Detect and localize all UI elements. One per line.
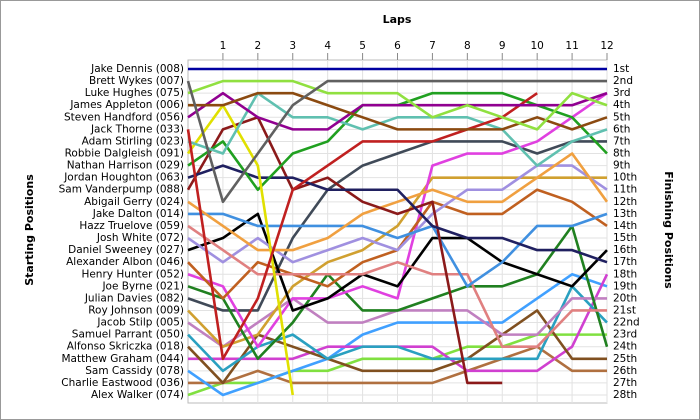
driver-line	[187, 91, 608, 131]
x-tick-label: 10	[530, 40, 543, 52]
y2-tick-label: 25th	[613, 353, 637, 365]
starting-label: Matthew Graham (044)	[61, 353, 184, 365]
y2-tick-label: 5th	[613, 111, 630, 123]
y2-tick-label: 16th	[613, 244, 637, 256]
y2-tick-label: 8th	[613, 148, 630, 160]
y2-tick-label: 1st	[613, 63, 629, 75]
driver-line	[186, 79, 607, 204]
x-tick-label: 8	[464, 40, 471, 52]
driver-line	[188, 91, 608, 131]
y2-tick-label: 27th	[613, 377, 637, 389]
x-tick-label: 1	[220, 40, 227, 52]
driver-line	[187, 164, 608, 264]
starting-label: Jack Thorne (033)	[90, 123, 184, 135]
driver-line	[187, 152, 609, 252]
y2-tick-label: 17th	[613, 256, 637, 268]
y2-tick-label: 26th	[613, 365, 637, 377]
starting-label: Sam Vanderpump (088)	[59, 184, 184, 196]
starting-label: James Appleton (006)	[69, 99, 184, 111]
y2-tick-label: 3rd	[613, 87, 630, 99]
starting-label: Charlie Eastwood (036)	[61, 377, 184, 389]
x-tick-label: 7	[429, 40, 436, 52]
starting-label: Alex Walker (074)	[91, 389, 184, 401]
driver-line	[187, 140, 607, 312]
starting-label: Jake Dalton (014)	[92, 208, 184, 220]
x-tick-label: 9	[499, 40, 506, 52]
x-tick-label: 3	[289, 40, 296, 52]
starting-label: Robbie Dalgleish (091)	[65, 148, 184, 160]
starting-label: Daniel Sweeney (027)	[68, 244, 184, 256]
driver-line	[187, 79, 608, 131]
starting-label: Hazz Truelove (059)	[79, 220, 184, 232]
driver-line	[187, 224, 607, 349]
starting-label: Jordan Houghton (063)	[63, 172, 184, 184]
starting-label: Samuel Parrant (050)	[72, 329, 184, 341]
y2-tick-label: 12th	[613, 196, 637, 208]
starting-label: Steven Handford (056)	[64, 111, 184, 123]
starting-label: Alexander Albon (046)	[66, 256, 184, 268]
driver-line	[186, 92, 538, 361]
y2-tick-label: 4th	[613, 99, 630, 111]
starting-label: Joe Byrne (021)	[101, 280, 184, 292]
starting-label: Jacob Stilp (005)	[96, 317, 184, 329]
y2-tick-label: 13th	[613, 208, 637, 220]
y2-tick-label: 23rd	[613, 329, 637, 341]
y2-tick-label: 6th	[613, 123, 630, 135]
starting-label: Jake Dennis (008)	[90, 63, 184, 75]
starting-label: Adam Stirling (023)	[82, 135, 184, 147]
y2-tick-label: 15th	[613, 232, 637, 244]
starting-label: Henry Hunter (052)	[81, 268, 184, 280]
driver-line	[188, 212, 608, 288]
x-tick-label: 5	[359, 40, 366, 52]
y2-tick-label: 18th	[613, 268, 637, 280]
x-tick-label: 12	[600, 40, 613, 52]
y2-tick-label: 22nd	[613, 317, 640, 329]
starting-label: Abigail Gerry (024)	[84, 196, 184, 208]
starting-label: Sam Cassidy (078)	[85, 365, 184, 377]
driver-line	[187, 272, 608, 397]
starting-label: Roy Johnson (009)	[88, 304, 184, 316]
x-tick-label: 4	[324, 40, 331, 52]
y2-axis-title: Finishing Positions	[662, 171, 675, 289]
starting-label: Julian Davies (082)	[84, 292, 184, 304]
starting-label: Alfonso Skriczka (018)	[67, 341, 184, 353]
x-tick-label: 2	[254, 40, 261, 52]
y2-tick-label: 14th	[613, 220, 637, 232]
y2-tick-label: 11th	[613, 184, 637, 196]
y2-tick-label: 10th	[613, 172, 637, 184]
chart-title: Laps	[383, 13, 412, 26]
y2-tick-label: 21st	[613, 304, 636, 316]
y-axis-title: Starting Positions	[23, 174, 36, 286]
y2-tick-label: 20th	[613, 292, 637, 304]
driver-line	[187, 92, 608, 349]
driver-line	[187, 212, 608, 312]
y2-tick-label: 2nd	[613, 75, 633, 87]
y2-tick-label: 19th	[613, 280, 637, 292]
y2-tick-label: 9th	[613, 160, 630, 172]
y2-tick-label: 24th	[613, 341, 637, 353]
starting-label: Luke Hughes (075)	[85, 87, 184, 99]
x-tick-label: 6	[394, 40, 401, 52]
y2-tick-label: 7th	[613, 135, 630, 147]
starting-label: Nathan Harrison (029)	[67, 160, 184, 172]
driver-line	[186, 103, 295, 396]
x-tick-label: 11	[565, 40, 578, 52]
starting-label: Brett Wykes (007)	[89, 75, 184, 87]
starting-label: Josh White (072)	[96, 232, 184, 244]
y2-tick-label: 28th	[613, 389, 637, 401]
